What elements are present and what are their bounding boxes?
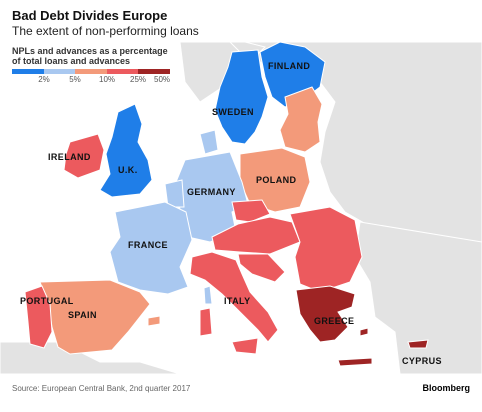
island-balearics xyxy=(147,315,161,327)
label-poland: POLAND xyxy=(256,175,296,185)
label-ireland: IRELAND xyxy=(48,152,91,162)
legend-swatch-4 xyxy=(106,69,139,74)
label-sweden: SWEDEN xyxy=(212,107,254,117)
country-greece xyxy=(295,285,356,343)
country-benelux xyxy=(164,179,185,208)
country-france xyxy=(109,201,193,295)
country-baltics xyxy=(279,86,323,153)
island-crete xyxy=(337,357,373,367)
country-sweden xyxy=(214,49,269,145)
legend-swatch-5 xyxy=(138,69,170,74)
legend: NPLs and advances as a percentage of tot… xyxy=(12,46,182,85)
country-denmark xyxy=(199,129,219,155)
island-aegean xyxy=(359,327,369,337)
label-cyprus: CYPRUS xyxy=(402,356,442,366)
legend-title-line2: of total loans and advances xyxy=(12,56,131,66)
source-note: Source: European Central Bank, 2nd quart… xyxy=(12,384,191,393)
legend-swatch-1 xyxy=(12,69,44,74)
legend-swatch-3 xyxy=(75,69,107,74)
country-portugal xyxy=(24,285,53,349)
country-ireland xyxy=(63,133,105,179)
country-czechia xyxy=(231,199,271,223)
country-shapes xyxy=(24,42,429,367)
legend-tick: 50% xyxy=(153,75,171,84)
island-sicily xyxy=(231,337,259,355)
bloomberg-logo: Bloomberg xyxy=(422,383,470,393)
chart-subtitle: The extent of non-performing loans xyxy=(12,24,199,38)
island-corsica xyxy=(203,285,213,305)
label-germany: GERMANY xyxy=(187,187,236,197)
country-croatia-slovenia xyxy=(237,253,286,283)
label-italy: ITALY xyxy=(224,296,251,306)
chart-title: Bad Debt Divides Europe xyxy=(12,8,168,23)
legend-tick: 2% xyxy=(38,75,50,84)
country-romania-bulgaria xyxy=(289,206,363,293)
europe-map: FINLAND SWEDEN IRELAND U.K. POLAND GERMA… xyxy=(0,42,482,374)
legend-tick: 10% xyxy=(98,75,116,84)
country-cyprus xyxy=(407,339,429,349)
legend-ticks: 2% 5% 10% 25% 50% xyxy=(12,75,170,85)
country-italy xyxy=(189,251,279,343)
legend-tick: 25% xyxy=(129,75,147,84)
island-sardinia xyxy=(199,307,213,337)
label-portugal: PORTUGAL xyxy=(20,296,74,306)
legend-tick: 5% xyxy=(69,75,81,84)
label-spain: SPAIN xyxy=(68,310,97,320)
label-greece: GREECE xyxy=(314,316,354,326)
label-france: FRANCE xyxy=(128,240,168,250)
legend-title-line1: NPLs and advances as a percentage xyxy=(12,46,168,56)
legend-color-scale xyxy=(12,69,170,74)
label-uk: U.K. xyxy=(118,165,138,175)
label-finland: FINLAND xyxy=(268,61,310,71)
country-labels: FINLAND SWEDEN IRELAND U.K. POLAND GERMA… xyxy=(20,61,442,366)
non-eu-land xyxy=(0,42,482,374)
country-uk xyxy=(99,103,153,198)
legend-swatch-2 xyxy=(43,69,76,74)
